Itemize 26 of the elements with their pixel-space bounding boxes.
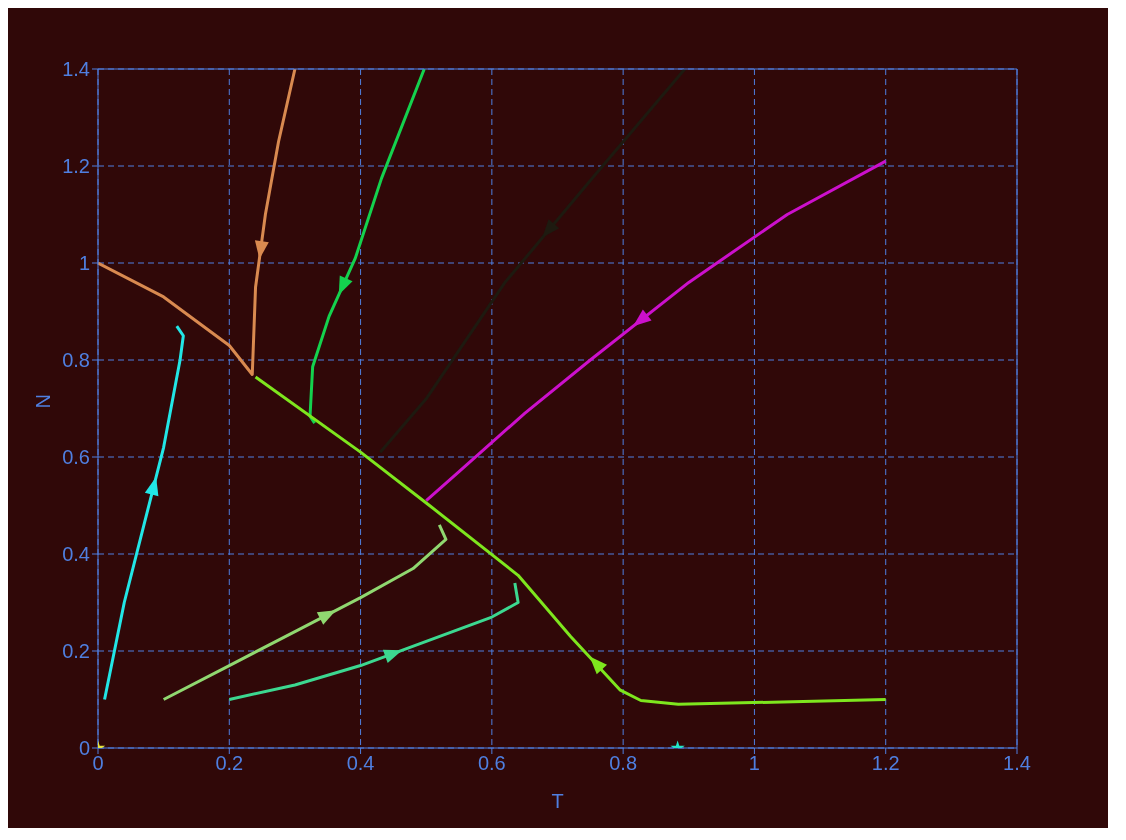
x-tick-label: 0.6 — [477, 752, 506, 775]
y-tick-label: 1 — [78, 252, 90, 275]
line-series — [308, 69, 426, 425]
x-tick-label: 0 — [92, 752, 104, 775]
y-tick-label: 0 — [78, 737, 90, 760]
x-tick-label: 1 — [748, 752, 760, 775]
y-tick-label: 1.2 — [62, 155, 90, 178]
x-tick-label: 1.4 — [1003, 752, 1031, 775]
x-axis-title: T — [551, 790, 564, 812]
x-tick-label: 0.2 — [215, 752, 244, 775]
y-tick-label: 0.6 — [62, 446, 90, 469]
y-tick-label: 0.4 — [62, 543, 90, 566]
x-tick-label: 1.2 — [871, 752, 900, 775]
line-series — [254, 375, 888, 706]
line-series — [424, 159, 888, 503]
line-series — [227, 581, 520, 701]
line-series — [162, 523, 448, 701]
line-series — [98, 69, 297, 377]
y-tick-label: 0.2 — [62, 640, 90, 663]
y-tick-label: 0.8 — [62, 349, 90, 372]
y-axis-title: N — [32, 394, 55, 409]
line-series — [378, 69, 687, 454]
x-tick-label: 0.4 — [346, 752, 375, 775]
line-series — [103, 324, 185, 701]
y-tick-label: 1.4 — [62, 58, 90, 81]
x-tick-label: 0.8 — [609, 752, 638, 775]
